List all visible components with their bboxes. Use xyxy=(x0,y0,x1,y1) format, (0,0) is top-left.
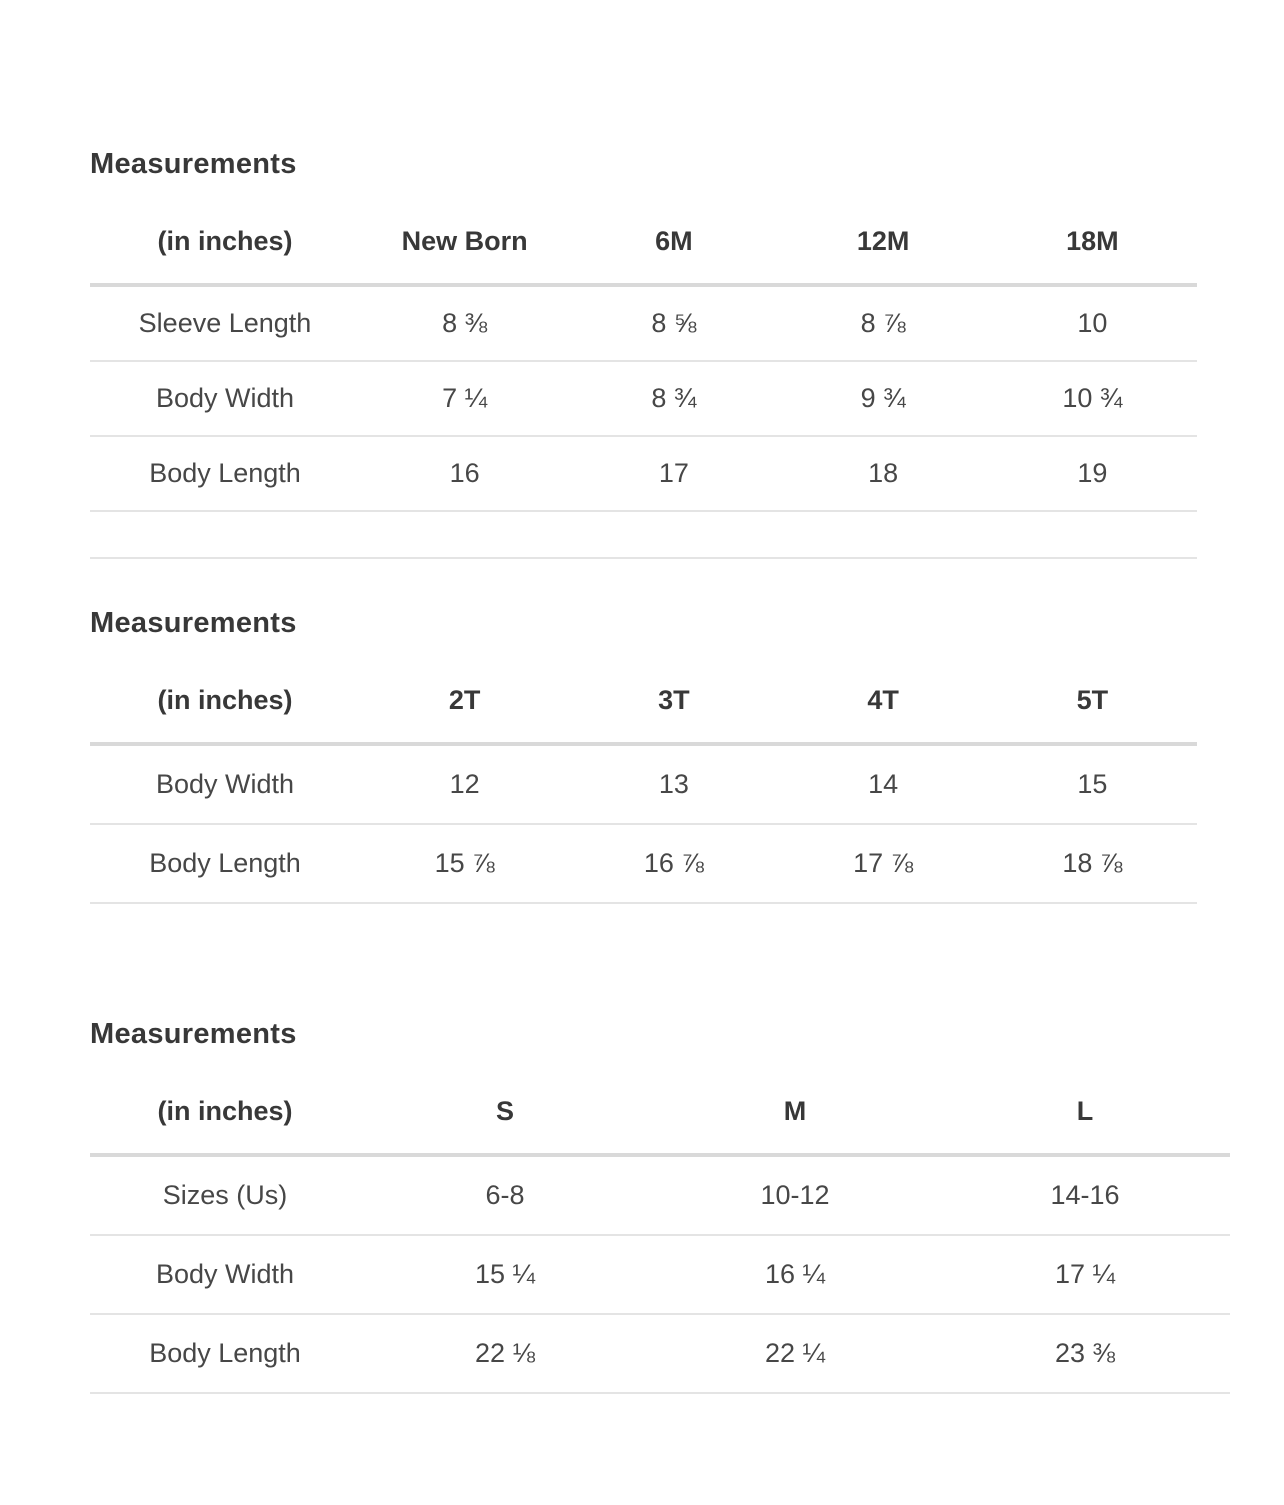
table-row: Body Length 22 ⅛ 22 ¼ 23 ⅜ xyxy=(90,1314,1230,1394)
measurement-value-cell xyxy=(360,511,570,559)
measurement-value-cell: 8 ¾ xyxy=(569,361,779,437)
size-column-header: M xyxy=(650,1050,940,1157)
measurement-value-cell: 10 ¾ xyxy=(987,361,1197,437)
measurement-value-cell: 22 ¼ xyxy=(650,1314,940,1394)
size-column-header: 18M xyxy=(987,180,1197,287)
size-column-header: New Born xyxy=(360,180,570,287)
row-label-cell: Body Length xyxy=(90,1314,360,1394)
table-header-row: (in inches) New Born 6M 12M 18M xyxy=(90,180,1197,287)
measurement-value-cell: 14-16 xyxy=(940,1155,1230,1236)
table-header-row: (in inches) S M L xyxy=(90,1050,1230,1157)
measurement-value-cell: 17 ¼ xyxy=(940,1235,1230,1315)
measurement-value-cell: 8 ⅝ xyxy=(569,285,779,362)
size-table-youth: (in inches) S M L Sizes (Us) 6-8 10-12 14-16 Bo… xyxy=(90,1050,1230,1394)
unit-header-cell: (in inches) xyxy=(90,639,360,746)
measurement-value-cell: 19 xyxy=(987,436,1197,512)
measurements-section-youth: Measurements (in inches) S M L Sizes (Us) 6-… xyxy=(90,1018,1284,1394)
measurement-value-cell: 17 ⅞ xyxy=(778,824,988,904)
row-label-cell: Body Width xyxy=(90,1235,360,1315)
measurement-value-cell: 18 ⅞ xyxy=(987,824,1197,904)
row-label-cell: Body Width xyxy=(90,361,360,437)
measurement-value-cell xyxy=(987,511,1197,559)
size-column-header: 12M xyxy=(778,180,988,287)
unit-header-cell: (in inches) xyxy=(90,1050,360,1157)
table-title: Measurements xyxy=(90,607,297,639)
row-label-cell: Body Width xyxy=(90,744,360,825)
row-label-cell: Body Length xyxy=(90,436,360,512)
measurement-value-cell xyxy=(778,511,988,559)
measurement-value-cell: 10 xyxy=(987,285,1197,362)
size-column-header: 3T xyxy=(569,639,779,746)
size-column-header: 5T xyxy=(987,639,1197,746)
table-row: Body Length 16 17 18 19 xyxy=(90,436,1197,512)
table-row: Body Width 12 13 14 15 xyxy=(90,744,1197,825)
size-column-header: 6M xyxy=(569,180,779,287)
measurement-value-cell: 13 xyxy=(569,744,779,825)
table-row: Body Width 15 ¼ 16 ¼ 17 ¼ xyxy=(90,1235,1230,1315)
measurement-value-cell: 8 ⅜ xyxy=(360,285,570,362)
row-label-cell: Sizes (Us) xyxy=(90,1155,360,1236)
measurement-value-cell: 7 ¼ xyxy=(360,361,570,437)
table-title: Measurements xyxy=(90,1018,297,1050)
size-column-header: 2T xyxy=(360,639,570,746)
size-column-header: 4T xyxy=(778,639,988,746)
row-label-cell: Sleeve Length xyxy=(90,285,360,362)
size-chart-page: Measurements (in inches) New Born 6M 12M 18M… xyxy=(90,148,1284,1394)
measurement-value-cell: 15 ¼ xyxy=(360,1235,650,1315)
row-label-cell: Body Length xyxy=(90,824,360,904)
measurement-value-cell xyxy=(569,511,779,559)
unit-header-cell: (in inches) xyxy=(90,180,360,287)
measurements-section-toddler: Measurements (in inches) 2T 3T 4T 5T Body Wi… xyxy=(90,607,1284,904)
measurement-value-cell: 9 ¾ xyxy=(778,361,988,437)
measurement-value-cell: 6-8 xyxy=(360,1155,650,1236)
measurements-section-baby: Measurements (in inches) New Born 6M 12M 18M… xyxy=(90,148,1284,559)
size-column-header: L xyxy=(940,1050,1230,1157)
measurement-value-cell: 16 xyxy=(360,436,570,512)
table-title: Measurements xyxy=(90,148,297,180)
measurement-value-cell: 22 ⅛ xyxy=(360,1314,650,1394)
measurement-value-cell: 16 ⅞ xyxy=(569,824,779,904)
measurement-value-cell: 12 xyxy=(360,744,570,825)
size-table-baby: (in inches) New Born 6M 12M 18M Sleeve Lengt… xyxy=(90,180,1197,559)
measurement-value-cell: 17 xyxy=(569,436,779,512)
table-row: Body Length 15 ⅞ 16 ⅞ 17 ⅞ 18 ⅞ xyxy=(90,824,1197,904)
measurement-value-cell: 15 xyxy=(987,744,1197,825)
size-column-header: S xyxy=(360,1050,650,1157)
table-header-row: (in inches) 2T 3T 4T 5T xyxy=(90,639,1197,746)
measurement-value-cell: 8 ⅞ xyxy=(778,285,988,362)
empty-table-row xyxy=(90,511,1197,559)
measurement-value-cell: 15 ⅞ xyxy=(360,824,570,904)
measurement-value-cell: 14 xyxy=(778,744,988,825)
table-row: Sizes (Us) 6-8 10-12 14-16 xyxy=(90,1155,1230,1236)
measurement-value-cell: 10-12 xyxy=(650,1155,940,1236)
row-label-cell xyxy=(90,511,360,559)
measurement-value-cell: 16 ¼ xyxy=(650,1235,940,1315)
size-table-toddler: (in inches) 2T 3T 4T 5T Body Width 12 13 14 15 Bo… xyxy=(90,639,1197,904)
measurement-value-cell: 23 ⅜ xyxy=(940,1314,1230,1394)
measurement-value-cell: 18 xyxy=(778,436,988,512)
